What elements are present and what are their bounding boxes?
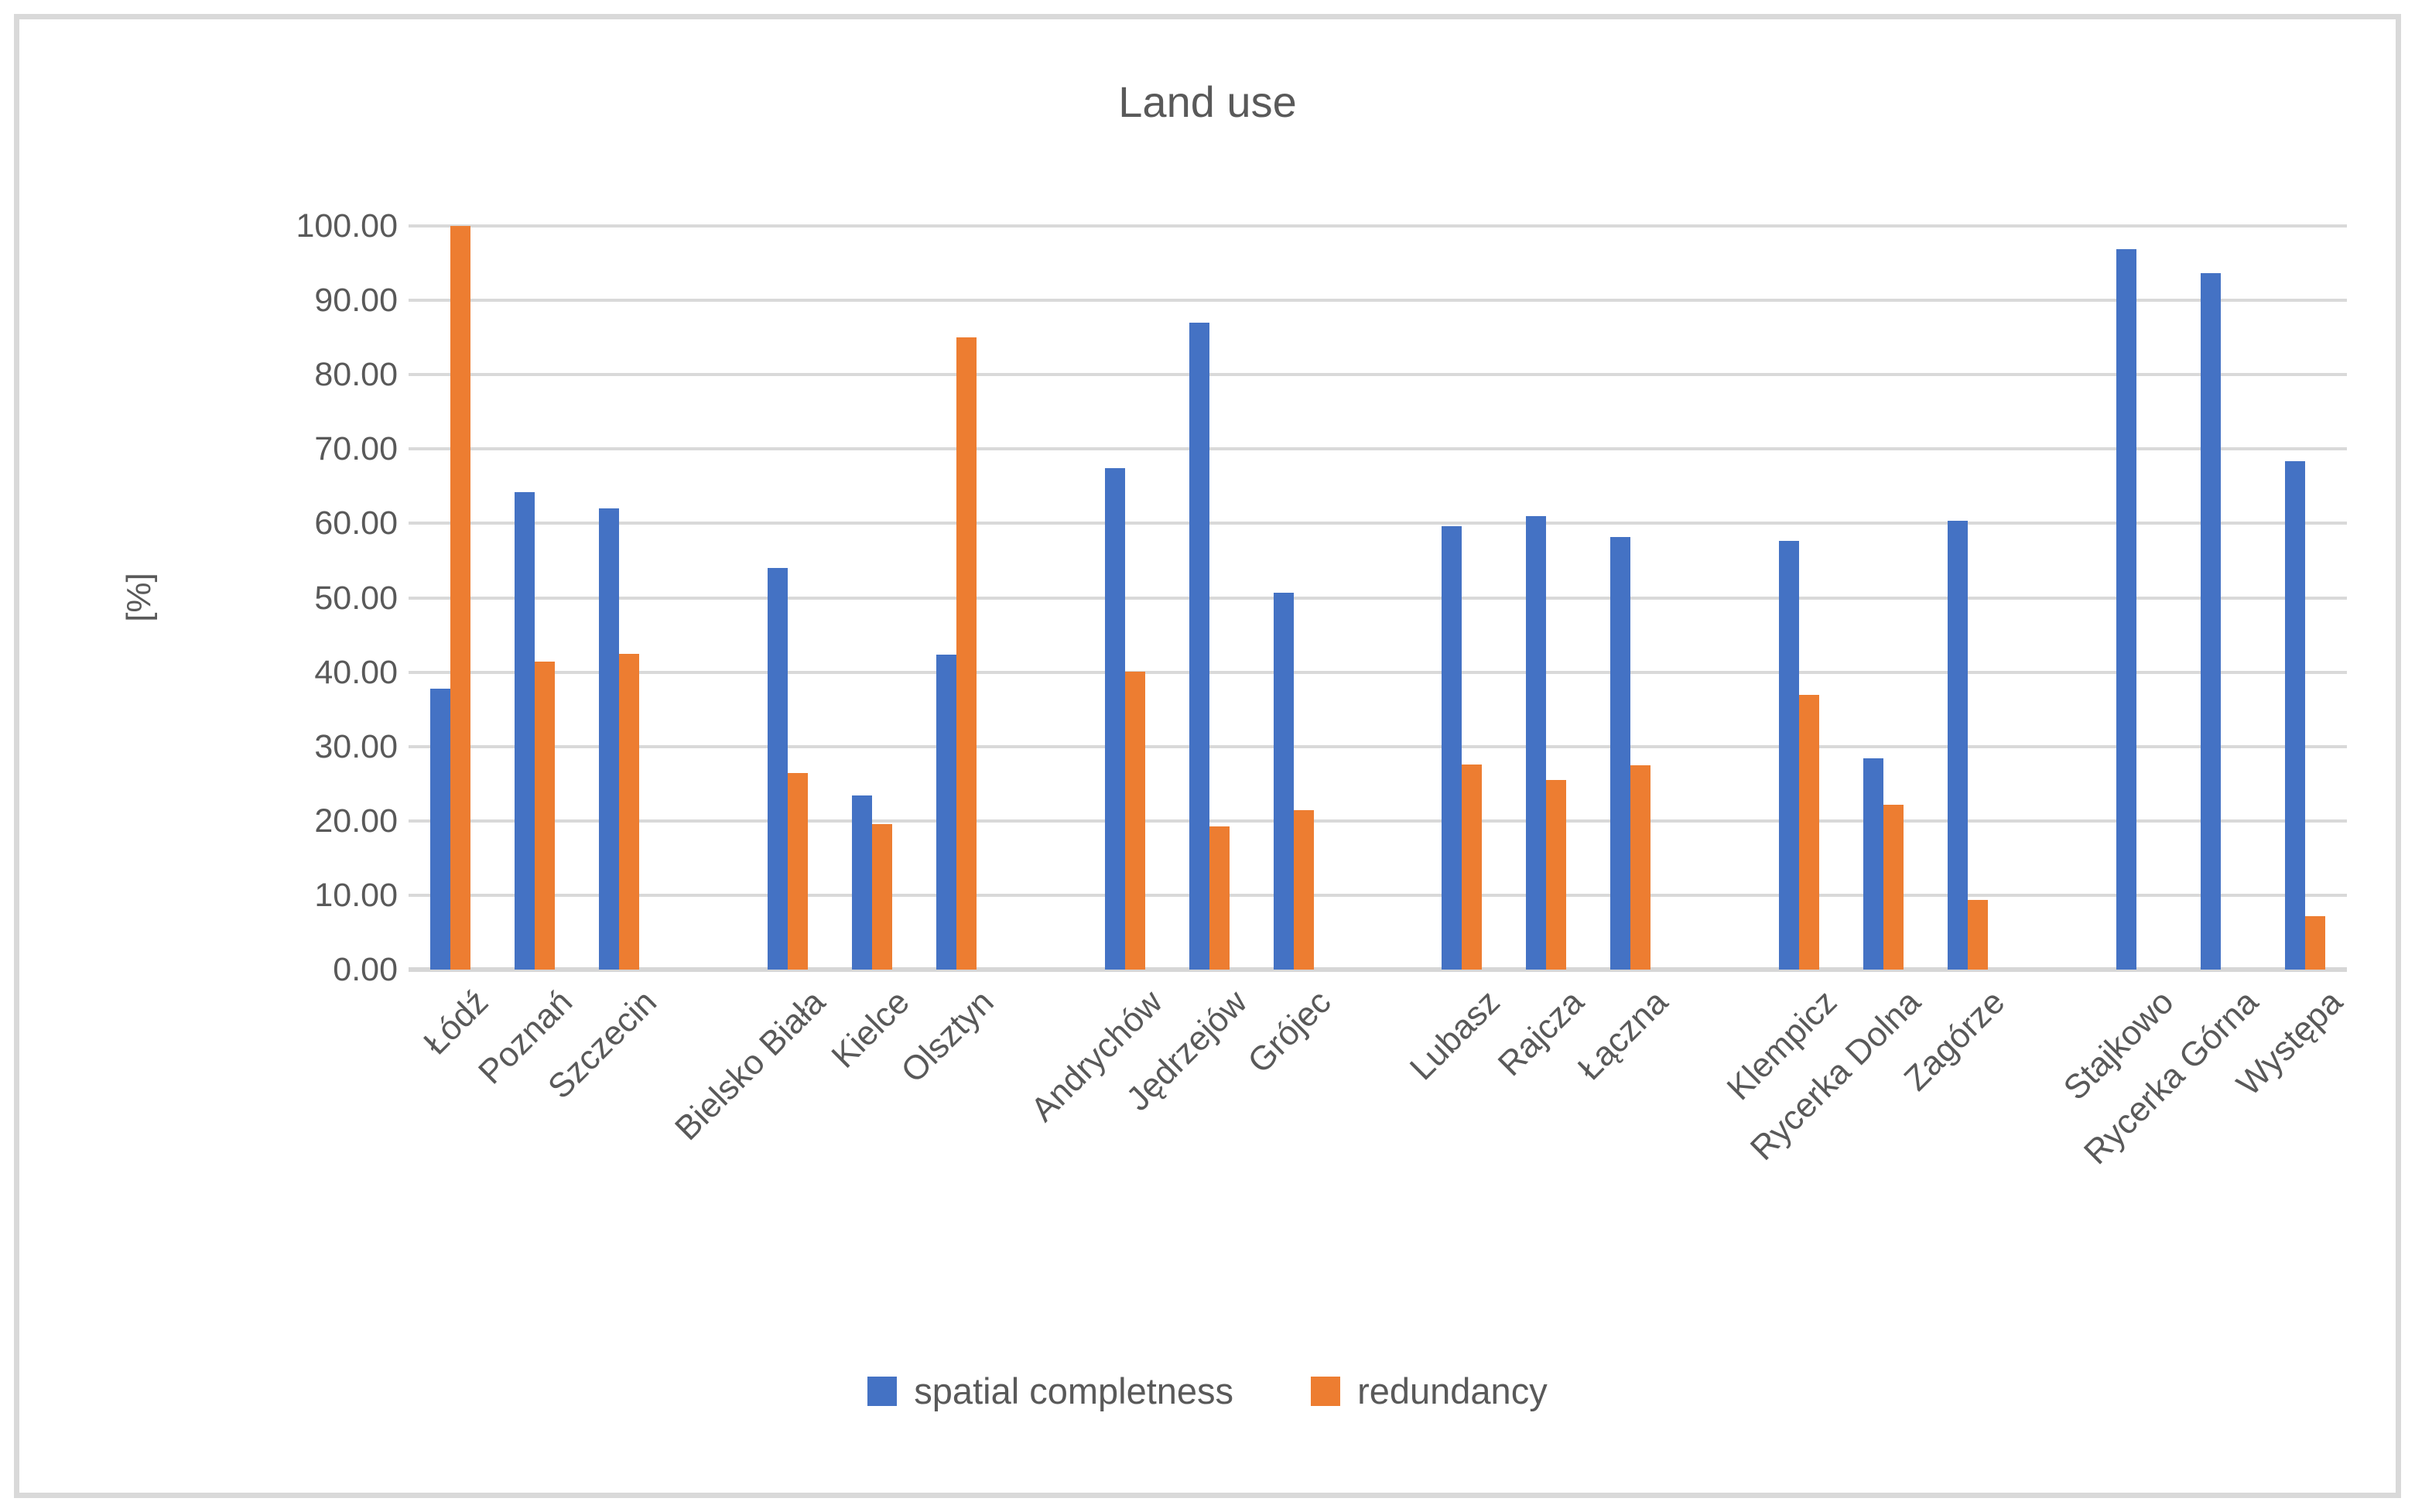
legend-label-spatial-completness: spatial completness — [914, 1370, 1234, 1411]
plot-area — [409, 224, 2347, 972]
bar-spatial-completness-olsztyn — [936, 654, 956, 970]
gridline — [409, 670, 2347, 674]
bar-redundancy-bielsko-biała — [788, 773, 809, 970]
legend: spatial completness redundancy — [0, 1371, 2415, 1411]
legend-label-redundancy: redundancy — [1357, 1370, 1548, 1411]
bar-spatial-completness-łódź — [430, 688, 451, 970]
bar-redundancy-szczecin — [619, 653, 640, 970]
bar-redundancy-lubasz — [1462, 764, 1483, 970]
gridline — [409, 893, 2347, 897]
gridline — [409, 596, 2347, 600]
y-tick-label-70.00: 70.00 — [314, 430, 398, 468]
y-tick-label-90.00: 90.00 — [314, 282, 398, 320]
bar-spatial-completness-zagórze — [1947, 520, 1968, 970]
gridline — [409, 373, 2347, 377]
bar-redundancy-łódź — [450, 226, 471, 970]
bar-spatial-completness-występa — [2284, 460, 2305, 970]
bar-spatial-completness-rycerka-górna — [2200, 272, 2221, 970]
legend-swatch-spatial-completness — [867, 1377, 898, 1406]
bar-spatial-completness-stajkowo — [2116, 248, 2136, 970]
y-tick-label-100.00: 100.00 — [296, 207, 398, 245]
bar-redundancy-olsztyn — [956, 337, 977, 970]
gridline — [409, 224, 2347, 227]
legend-swatch-redundancy — [1311, 1377, 1341, 1406]
y-tick-label-10.00: 10.00 — [314, 876, 398, 914]
x-axis-line — [409, 967, 2347, 972]
bar-redundancy-poznań — [535, 662, 556, 970]
bar-redundancy-rajcza — [1546, 779, 1567, 970]
bar-spatial-completness-łączna — [1610, 536, 1631, 970]
y-tick-label-30.00: 30.00 — [314, 727, 398, 765]
gridline — [409, 299, 2347, 303]
bar-spatial-completness-rycerka-dolna — [1863, 758, 1883, 970]
y-tick-label-60.00: 60.00 — [314, 505, 398, 542]
bar-redundancy-jędrzejów — [1209, 826, 1230, 970]
bar-redundancy-zagórze — [1967, 899, 1988, 970]
bar-spatial-completness-szczecin — [599, 508, 620, 970]
y-tick-label-20.00: 20.00 — [314, 802, 398, 840]
bar-spatial-completness-bielsko-biała — [768, 568, 788, 970]
bar-spatial-completness-andrychów — [1104, 468, 1125, 970]
bar-spatial-completness-rajcza — [1526, 515, 1547, 970]
bar-spatial-completness-jędrzejów — [1189, 322, 1209, 970]
y-tick-label-40.00: 40.00 — [314, 653, 398, 691]
gridline — [409, 522, 2347, 525]
bar-spatial-completness-poznań — [515, 492, 535, 970]
bar-redundancy-rycerka-dolna — [1883, 804, 1904, 970]
bar-spatial-completness-kielce — [852, 795, 873, 970]
y-tick-label-50.00: 50.00 — [314, 579, 398, 617]
bar-redundancy-łączna — [1630, 765, 1651, 970]
y-tick-label-0.00: 0.00 — [333, 951, 398, 988]
chart-title: Land use — [1118, 77, 1297, 126]
legend-item-spatial-completness: spatial completness — [867, 1371, 1233, 1411]
bar-spatial-completness-lubasz — [1442, 526, 1462, 970]
gridline — [409, 819, 2347, 823]
bar-redundancy-występa — [2304, 915, 2325, 970]
bar-spatial-completness-klempicz — [1779, 541, 1800, 970]
bar-redundancy-andrychów — [1124, 671, 1145, 970]
gridline — [409, 447, 2347, 451]
gridline — [409, 744, 2347, 748]
bar-redundancy-grójec — [1293, 810, 1314, 970]
bar-spatial-completness-grójec — [1273, 592, 1294, 970]
bar-redundancy-klempicz — [1799, 695, 1820, 970]
y-tick-label-80.00: 80.00 — [314, 356, 398, 394]
bar-redundancy-kielce — [872, 823, 893, 970]
legend-item-redundancy: redundancy — [1311, 1371, 1548, 1411]
y-axis-title: [%] — [120, 573, 158, 622]
